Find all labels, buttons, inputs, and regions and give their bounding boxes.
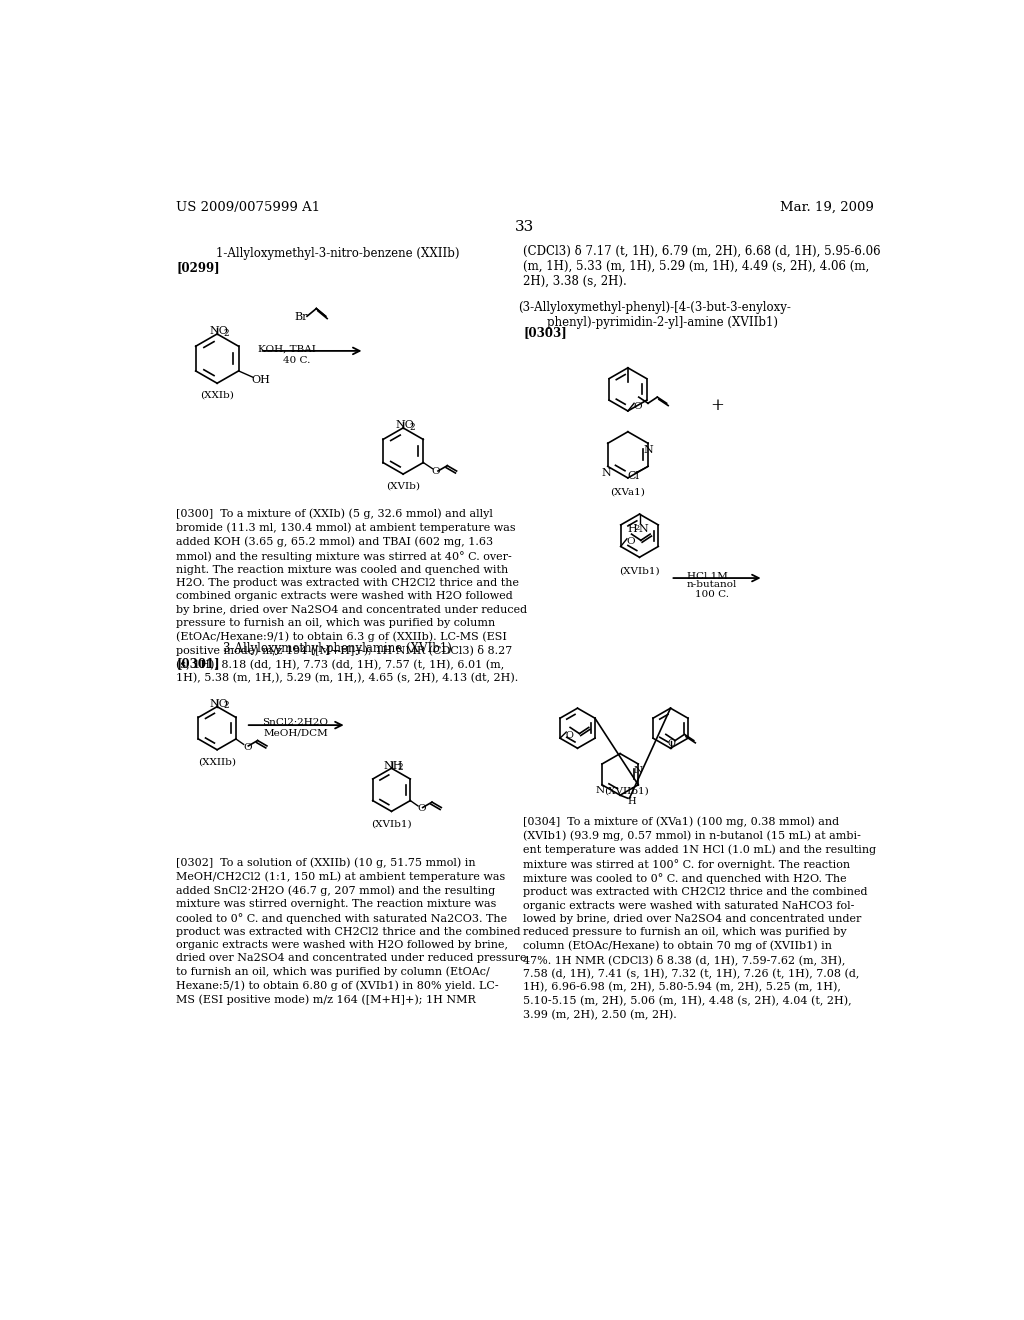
- Text: O: O: [633, 401, 642, 411]
- Text: O: O: [626, 537, 635, 546]
- Text: NH: NH: [384, 760, 403, 771]
- Text: [0301]: [0301]: [176, 657, 220, 671]
- Text: H: H: [628, 797, 637, 807]
- Text: 2: 2: [223, 329, 229, 338]
- Text: OH: OH: [252, 375, 270, 384]
- Text: H: H: [627, 524, 637, 535]
- Text: 2: 2: [397, 763, 403, 772]
- Text: [0304]  To a mixture of (XVa1) (100 mg, 0.38 mmol) and
(XVIb1) (93.9 mg, 0.57 mm: [0304] To a mixture of (XVa1) (100 mg, 0…: [523, 817, 877, 1020]
- Text: MeOH/DCM: MeOH/DCM: [263, 729, 328, 737]
- Text: (XVIb1): (XVIb1): [620, 566, 659, 576]
- Text: 100 C.: 100 C.: [694, 590, 728, 598]
- Text: [0299]: [0299]: [176, 261, 220, 273]
- Text: (3-Allyloxymethyl-phenyl)-[4-(3-but-3-enyloxy-
    phenyl)-pyrimidin-2-yl]-amine: (3-Allyloxymethyl-phenyl)-[4-(3-but-3-en…: [518, 301, 792, 329]
- Text: (XVIb): (XVIb): [386, 482, 420, 491]
- Text: US 2009/0075999 A1: US 2009/0075999 A1: [176, 201, 321, 214]
- Text: N: N: [643, 445, 653, 455]
- Text: O: O: [417, 804, 426, 813]
- Text: +: +: [710, 397, 724, 414]
- Text: (XVIb1): (XVIb1): [371, 818, 412, 828]
- Text: N: N: [596, 787, 605, 796]
- Text: O: O: [243, 743, 252, 752]
- Text: O: O: [565, 730, 573, 739]
- Text: HCl 1M: HCl 1M: [687, 572, 728, 581]
- Text: NO: NO: [395, 420, 415, 430]
- Text: N: N: [634, 766, 643, 775]
- Text: (XXIb): (XXIb): [200, 391, 234, 400]
- Text: 2: 2: [634, 524, 639, 532]
- Text: 3-Allyloxymethyl-phenylamine (XVIb1): 3-Allyloxymethyl-phenylamine (XVIb1): [223, 642, 452, 655]
- Text: KOH, TBAI: KOH, TBAI: [258, 345, 315, 354]
- Text: 1-Allyloxymethyl-3-nitro-benzene (XXIIb): 1-Allyloxymethyl-3-nitro-benzene (XXIIb): [215, 247, 459, 260]
- Text: N: N: [601, 469, 611, 478]
- Text: O: O: [432, 467, 440, 477]
- Text: n-butanol: n-butanol: [686, 581, 736, 589]
- Text: [0303]: [0303]: [523, 326, 567, 339]
- Text: NO: NO: [209, 700, 228, 709]
- Text: O: O: [668, 739, 675, 748]
- Text: Cl: Cl: [628, 471, 640, 480]
- Text: [0302]  To a solution of (XXIIb) (10 g, 51.75 mmol) in
MeOH/CH2Cl2 (1:1, 150 mL): [0302] To a solution of (XXIIb) (10 g, 5…: [176, 858, 526, 1006]
- Text: (CDCl3) δ 7.17 (t, 1H), 6.79 (m, 2H), 6.68 (d, 1H), 5.95-6.06
(m, 1H), 5.33 (m, : (CDCl3) δ 7.17 (t, 1H), 6.79 (m, 2H), 6.…: [523, 244, 881, 288]
- Text: N: N: [639, 524, 648, 535]
- Text: NO: NO: [209, 326, 228, 337]
- Text: SnCl2·2H2O: SnCl2·2H2O: [262, 718, 329, 727]
- Text: (XVIIb1): (XVIIb1): [604, 787, 648, 796]
- Text: (XXIIb): (XXIIb): [198, 758, 237, 767]
- Text: 2: 2: [410, 422, 415, 432]
- Text: 40 C.: 40 C.: [284, 356, 310, 366]
- Text: 2: 2: [223, 701, 229, 710]
- Text: Br: Br: [295, 313, 308, 322]
- Text: Mar. 19, 2009: Mar. 19, 2009: [779, 201, 873, 214]
- Text: (XVa1): (XVa1): [610, 487, 645, 496]
- Text: 33: 33: [515, 220, 535, 234]
- Text: [0300]  To a mixture of (XXIb) (5 g, 32.6 mmol) and allyl
bromide (11.3 ml, 130.: [0300] To a mixture of (XXIb) (5 g, 32.6…: [176, 508, 527, 684]
